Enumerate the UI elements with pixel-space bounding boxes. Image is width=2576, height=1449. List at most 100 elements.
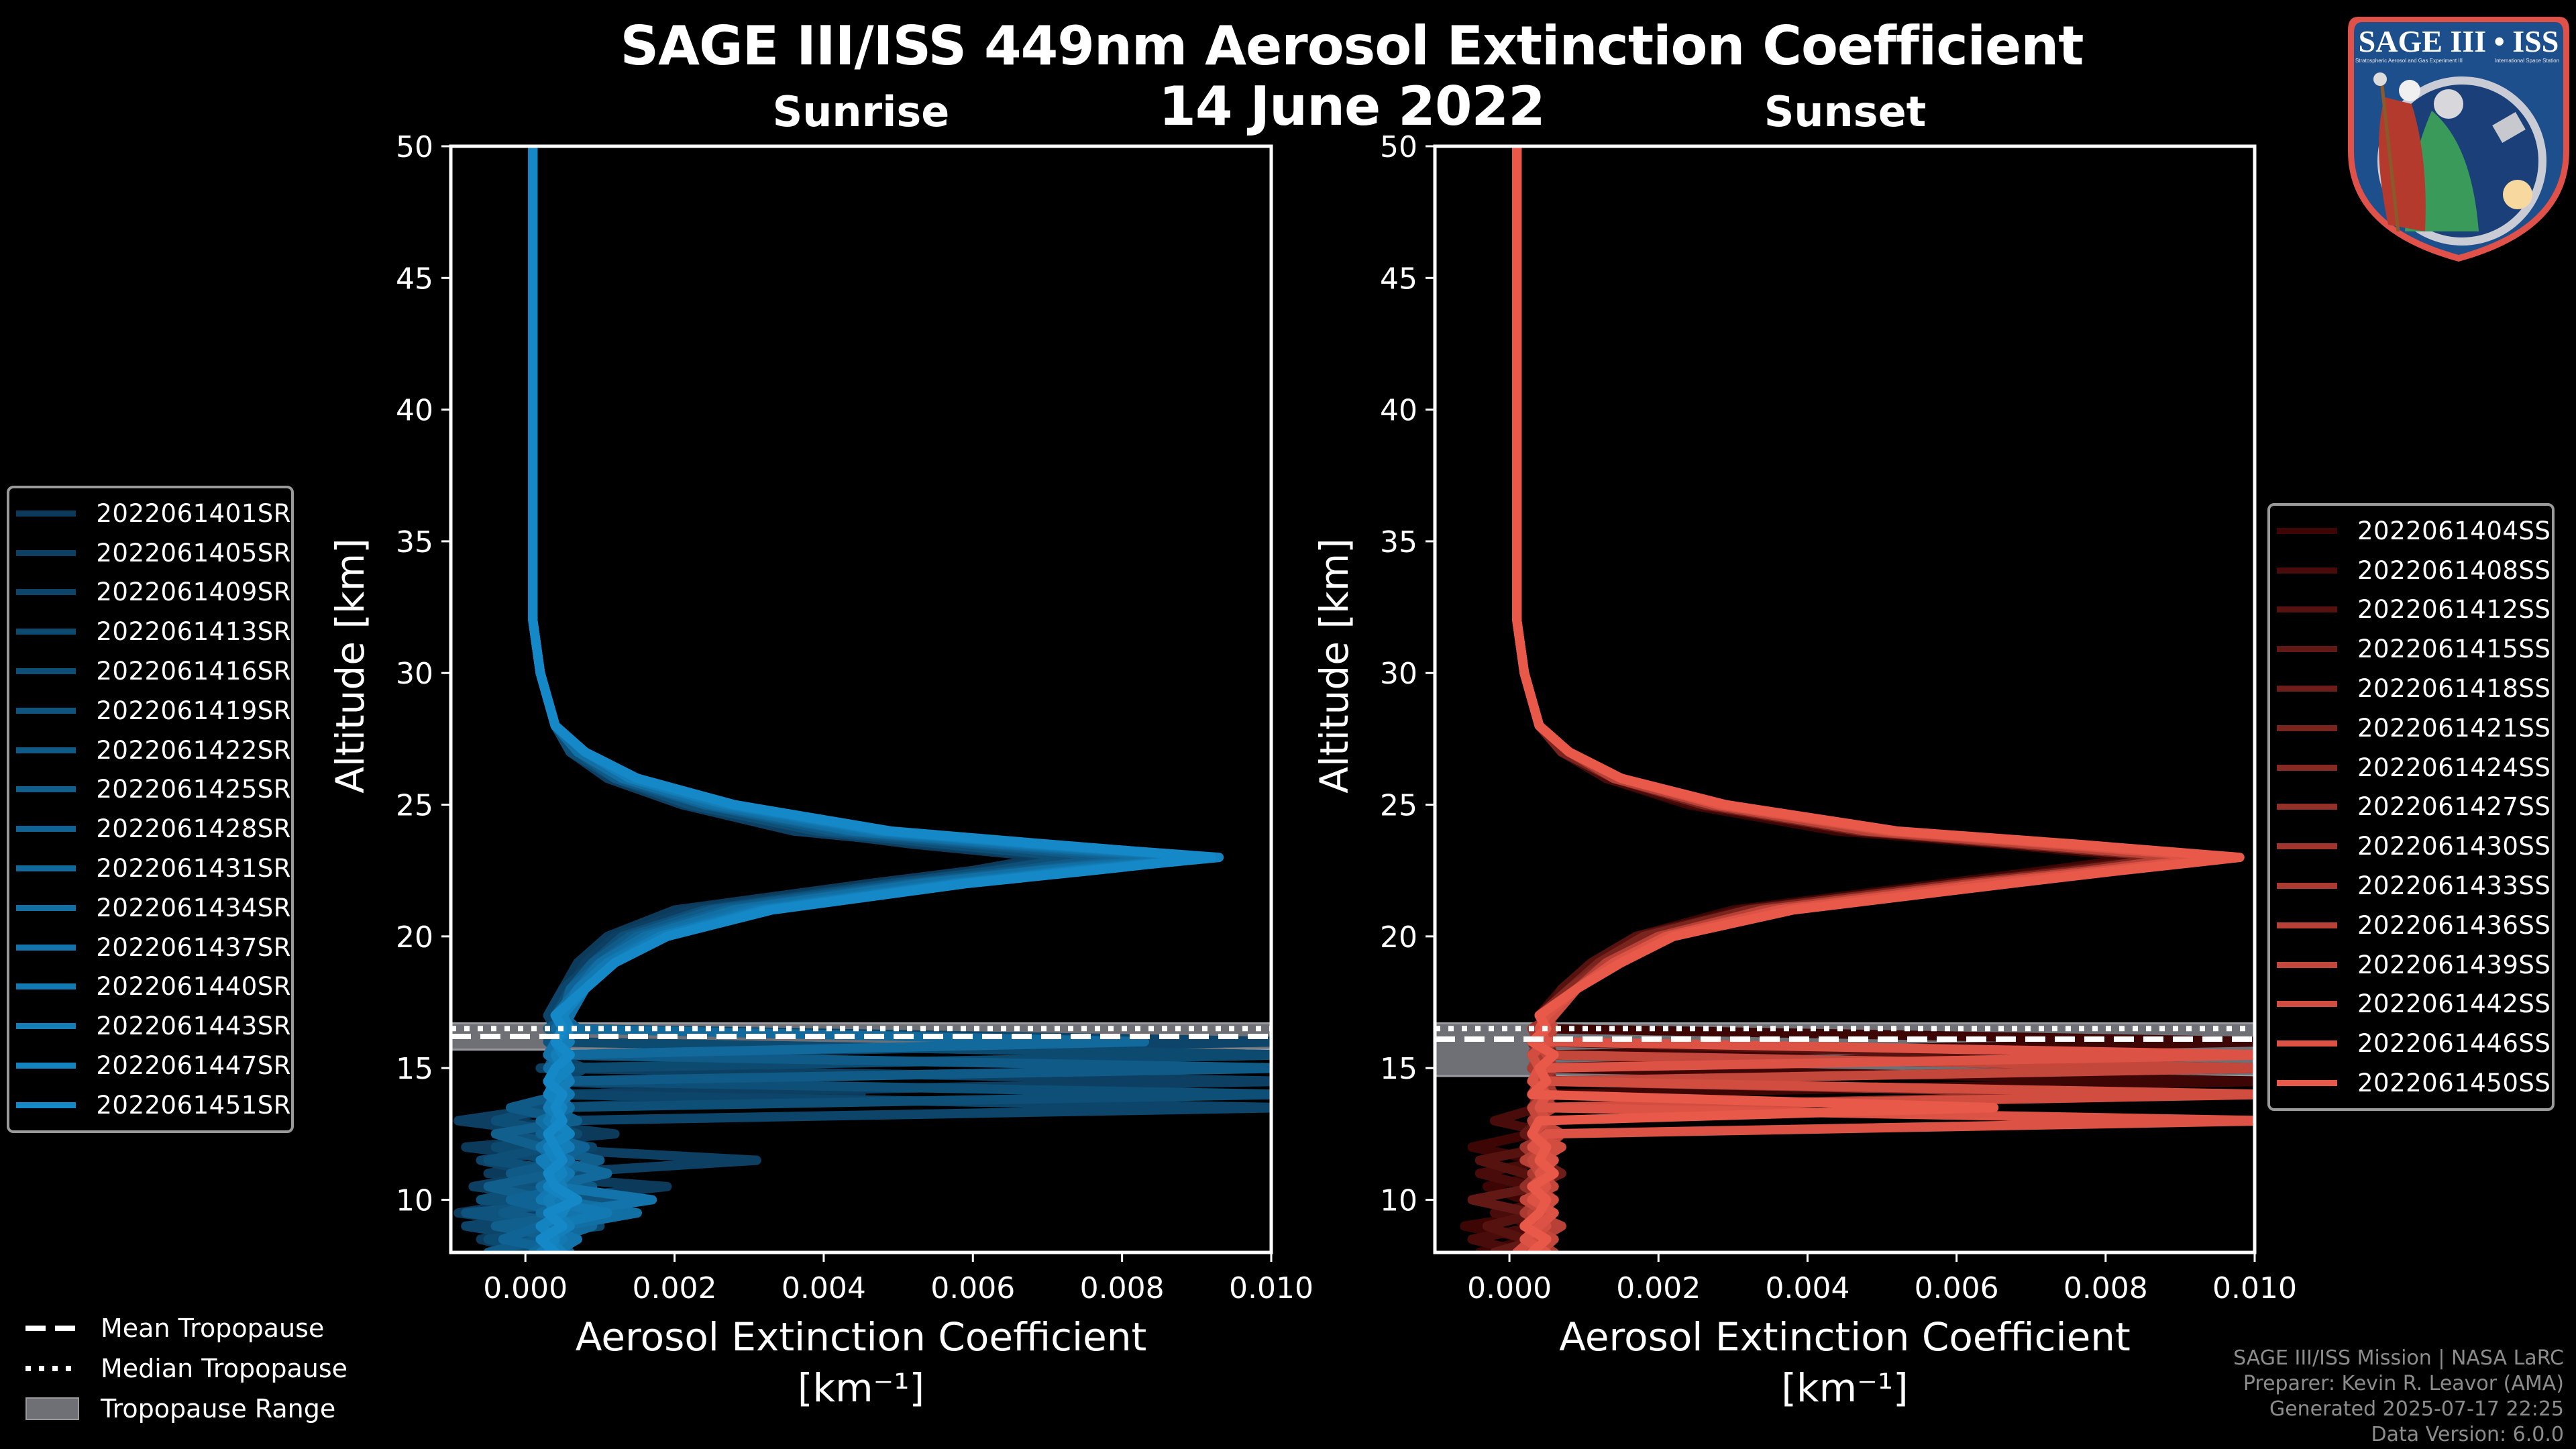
legend-label: 2022061442SS xyxy=(2357,989,2551,1019)
legend-label: 2022061443SR xyxy=(96,1012,291,1041)
legend-swatch xyxy=(16,944,76,951)
x-tick-label: 0.010 xyxy=(1229,1271,1313,1305)
legend-item: 2022061425SR xyxy=(9,770,291,810)
legend-swatch xyxy=(16,1102,76,1108)
legend-item: 2022061405SR xyxy=(9,533,291,573)
legend-item: 2022061424SS xyxy=(2270,748,2552,788)
credit-mission: SAGE III/ISS Mission | NASA LaRC xyxy=(2233,1346,2564,1370)
legend-label: 2022061437SR xyxy=(96,932,291,962)
legend-label: 2022061419SR xyxy=(96,696,291,725)
x-tick-label: 0.006 xyxy=(1915,1271,1999,1305)
legend-item: 2022061440SR xyxy=(9,967,291,1007)
x-tick-label: 0.004 xyxy=(782,1271,866,1305)
legend-item: 2022061443SR xyxy=(9,1006,291,1046)
legend-swatch xyxy=(16,747,76,753)
legend-label: 2022061401SR xyxy=(96,498,291,528)
plot-frame xyxy=(1433,144,2257,1254)
main-title: SAGE III/ISS 449nm Aerosol Extinction Co… xyxy=(620,15,2084,77)
legend-swatch xyxy=(16,826,76,833)
x-tick-label: 0.008 xyxy=(1080,1271,1165,1305)
sunrise-legend: 2022061401SR 2022061405SR 2022061409SR 2022… xyxy=(7,486,294,1133)
legend-item: 2022061450SS xyxy=(2270,1063,2552,1103)
legend-swatch xyxy=(2277,804,2337,810)
legend-label: 2022061409SR xyxy=(96,578,291,607)
legend-label: 2022061431SR xyxy=(96,854,291,883)
sunset-panel-title: Sunset xyxy=(1764,87,1927,136)
credit-preparer: Preparer: Kevin R. Leavor (AMA) xyxy=(2243,1372,2564,1395)
legend-label: 2022061415SS xyxy=(2357,635,2551,664)
moon-icon xyxy=(2434,89,2463,119)
credits: SAGE III/ISS Mission | NASA LaRC Prepare… xyxy=(2233,1346,2564,1448)
y-axis-label: Altitude [km] xyxy=(327,538,373,793)
legend-item: 2022061418SS xyxy=(2270,669,2552,708)
sage-iii-iss-mission-logo: SAGE III • ISS Stratospheric Aerosol and… xyxy=(2348,17,2569,262)
legend-label: 2022061404SS xyxy=(2357,516,2551,545)
legend-mean-tropopause: Mean Tropopause xyxy=(0,1308,347,1348)
legend-label: 2022061428SR xyxy=(96,814,291,844)
credit-version: Data Version: 6.0.0 xyxy=(2371,1423,2564,1446)
legend-swatch xyxy=(2277,724,2337,731)
legend-item: 2022061421SS xyxy=(2270,708,2552,748)
legend-swatch xyxy=(16,510,76,517)
legend-swatch xyxy=(2277,527,2337,534)
legend-item: 2022061413SR xyxy=(9,612,291,651)
legend-swatch xyxy=(2277,567,2337,574)
y-tick-label: 25 xyxy=(396,789,433,823)
legend-item: 2022061401SR xyxy=(9,494,291,533)
legend-swatch xyxy=(16,549,76,556)
legend-label: 2022061425SR xyxy=(96,775,291,804)
credit-generated: Generated 2025-07-17 22:25 xyxy=(2269,1397,2564,1421)
legend-label: Median Tropopause xyxy=(101,1354,347,1383)
legend-label: 2022061440SR xyxy=(96,972,291,1002)
legend-item: 2022061431SR xyxy=(9,849,291,888)
x-tick-label: 0.004 xyxy=(1765,1271,1849,1305)
iss-icon xyxy=(2492,112,2526,143)
legend-label: 2022061447SR xyxy=(96,1051,291,1081)
legend-swatch xyxy=(2277,1001,2337,1008)
logo-subtitle-right: International Space Station xyxy=(2495,58,2559,64)
sunset-legend: 2022061404SS 2022061408SS 2022061412SS 2022… xyxy=(2267,503,2555,1111)
legend-label: 2022061408SS xyxy=(2357,555,2551,585)
y-tick-label: 10 xyxy=(1380,1183,1417,1218)
legend-item: 2022061422SR xyxy=(9,731,291,770)
legend-item: 2022061428SR xyxy=(9,809,291,849)
legend-swatch xyxy=(2277,843,2337,850)
y-axis-label: Altitude [km] xyxy=(1311,538,1357,793)
sunrise-plot: 10 15 20 25 30 35 40 45 50 0.000 0.002 0.004 0.006 0.… xyxy=(327,130,1313,1411)
x-axis-unit: [km⁻¹] xyxy=(798,1365,924,1411)
legend-item: 2022061412SS xyxy=(2270,590,2552,630)
y-tick-label: 15 xyxy=(1380,1052,1417,1086)
plot-frame xyxy=(449,144,1273,1254)
legend-label: 2022061451SR xyxy=(96,1090,291,1120)
legend-swatch xyxy=(16,1063,76,1069)
legend-swatch xyxy=(16,983,76,990)
y-tick-label: 15 xyxy=(396,1052,433,1086)
legend-label: 2022061434SR xyxy=(96,893,291,922)
x-tick-label: 0.006 xyxy=(930,1271,1015,1305)
legend-label: 2022061450SS xyxy=(2357,1069,2551,1098)
legend-label: 2022061422SR xyxy=(96,735,291,765)
legend-label: Tropopause Range xyxy=(101,1394,336,1424)
legend-swatch xyxy=(2277,922,2337,928)
legend-item: 2022061430SS xyxy=(2270,826,2552,866)
legend-label: 2022061416SR xyxy=(96,657,291,686)
legend-swatch xyxy=(2277,961,2337,968)
legend-swatch xyxy=(2277,764,2337,771)
legend-label: 2022061427SS xyxy=(2357,792,2551,822)
sunset-plot: 10 15 20 25 30 35 40 45 50 0.000 0.002 0.004 0.006 0.… xyxy=(1311,130,2297,1411)
logo-subtitle-left: Stratospheric Aerosol and Gas Experiment… xyxy=(2355,58,2463,64)
legend-label: 2022061412SS xyxy=(2357,595,2551,625)
legend-label: 2022061405SR xyxy=(96,538,291,568)
legend-swatch xyxy=(16,668,76,675)
x-axis-label: Aerosol Extinction Coefficient xyxy=(576,1314,1147,1360)
legend-item: 2022061447SR xyxy=(9,1046,291,1085)
x-axis-label: Aerosol Extinction Coefficient xyxy=(1559,1314,2131,1360)
legend-item: 2022061409SR xyxy=(9,573,291,612)
y-tick-label: 50 xyxy=(1380,130,1417,164)
date-subtitle: 14 June 2022 xyxy=(1159,75,1546,138)
dashed-line-icon xyxy=(25,1326,79,1331)
y-tick-label: 20 xyxy=(1380,920,1417,955)
y-tick-label: 40 xyxy=(1380,394,1417,428)
legend-label: 2022061446SS xyxy=(2357,1029,2551,1059)
